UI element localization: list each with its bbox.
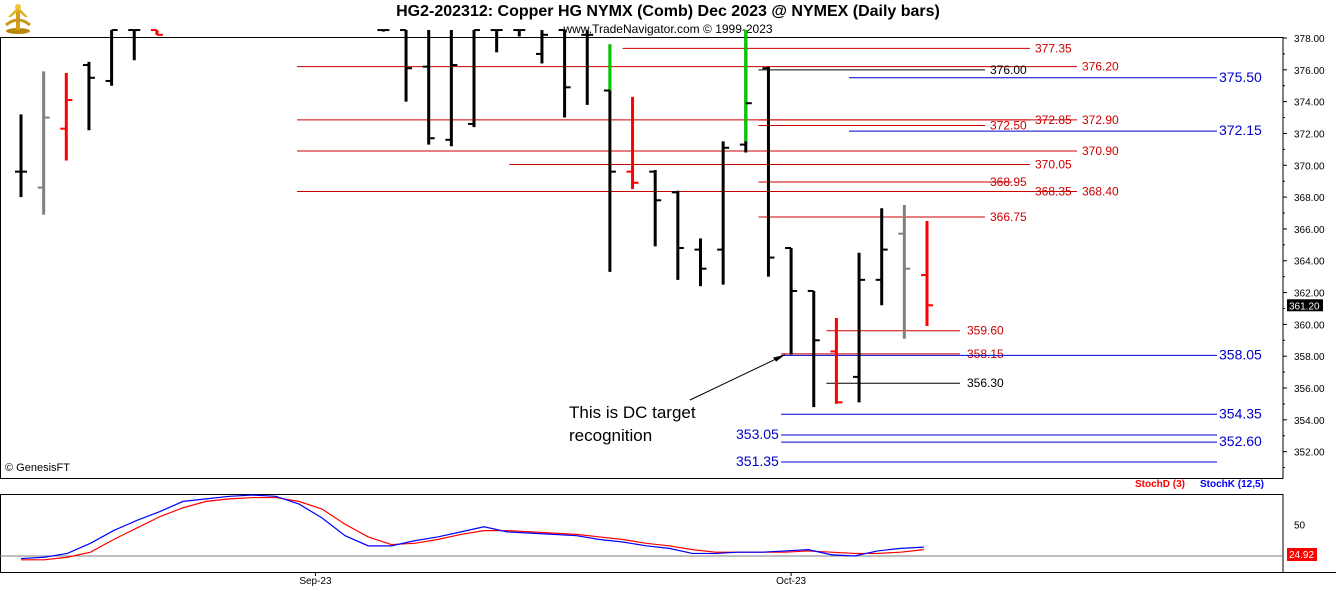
stoch-k-line xyxy=(20,494,924,560)
price-tick-label: 362.00 xyxy=(1294,289,1325,300)
price-tick-label: 376.00 xyxy=(1294,66,1325,77)
level-label: 368.95 xyxy=(990,175,1027,189)
level-label: 353.05 xyxy=(736,426,779,442)
level-label: 372.90 xyxy=(1082,113,1119,127)
level-label: 366.75 xyxy=(990,210,1027,224)
time-tick-label: Sep-23 xyxy=(299,576,332,587)
stochastic-pane-frame xyxy=(0,494,1284,573)
annotation-text: recognition xyxy=(569,426,652,445)
price-pane-frame xyxy=(0,37,1284,479)
copyright-label: © GenesisFT xyxy=(5,462,70,474)
price-tick-label: 378.00 xyxy=(1294,34,1325,45)
level-label: 376.00 xyxy=(990,63,1027,77)
level-label: 359.60 xyxy=(967,324,1004,338)
level-label: 376.20 xyxy=(1082,60,1119,74)
price-tick-label: 374.00 xyxy=(1294,98,1325,109)
stoch-last-label: 24.92 xyxy=(1289,550,1314,561)
price-tick-label: 366.00 xyxy=(1294,225,1325,236)
level-label: 356.30 xyxy=(967,376,1004,390)
price-tick-label: 356.00 xyxy=(1294,384,1325,395)
level-label: 372.15 xyxy=(1219,122,1262,138)
chart-subtitle: www.TradeNavigator.com © 1999-2023 xyxy=(563,22,773,36)
level-label: 375.50 xyxy=(1219,69,1262,85)
stoch-k-legend: StochK (12,5) xyxy=(1200,479,1264,490)
level-label: 358.05 xyxy=(1219,346,1262,362)
price-tick-label: 364.00 xyxy=(1294,257,1325,268)
level-label: 352.60 xyxy=(1219,433,1262,449)
price-tick-label: 368.00 xyxy=(1294,193,1325,204)
time-tick-label: Oct-23 xyxy=(776,576,806,587)
level-label: 377.35 xyxy=(1035,41,1072,55)
price-tick-label: 352.00 xyxy=(1294,448,1325,459)
stoch-d-legend: StochD (3) xyxy=(1135,479,1185,490)
price-tick-label: 354.00 xyxy=(1294,416,1325,427)
price-tick-label: 360.00 xyxy=(1294,320,1325,331)
level-label: 358.15 xyxy=(967,347,1004,361)
price-tick-label: 372.00 xyxy=(1294,129,1325,140)
annotation-arrowhead xyxy=(773,354,786,362)
genesis-logo-icon xyxy=(3,3,33,40)
level-label: 370.90 xyxy=(1082,144,1119,158)
price-tick-label: 358.00 xyxy=(1294,352,1325,363)
level-label: 368.40 xyxy=(1082,185,1119,199)
level-label: 370.05 xyxy=(1035,157,1072,171)
stoch-d-line xyxy=(21,496,924,561)
price-tick-label: 370.00 xyxy=(1294,161,1325,172)
annotation-text: This is DC target xyxy=(569,403,696,422)
annotation-arrow xyxy=(689,354,786,401)
chart-title: HG2-202312: Copper HG NYMX (Comb) Dec 20… xyxy=(396,3,940,20)
last-price-box xyxy=(1287,299,1323,312)
level-label: 372.50 xyxy=(990,119,1027,133)
level-label: 354.35 xyxy=(1219,405,1262,421)
stoch-tick-label: 50 xyxy=(1294,520,1306,531)
level-label: 351.35 xyxy=(736,453,779,469)
last-price-label: 361.20 xyxy=(1289,301,1320,312)
stoch-last-box xyxy=(1287,548,1317,561)
